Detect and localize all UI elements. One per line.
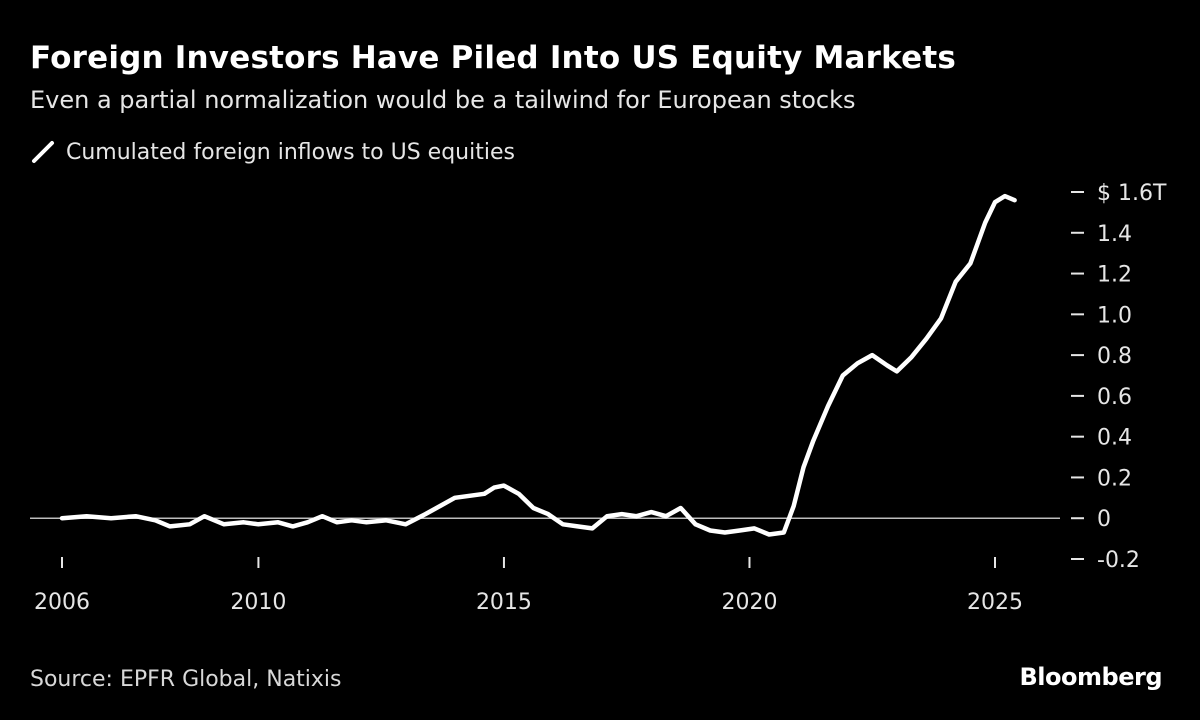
y-tick-label: 0.8 [1097,344,1132,369]
chart-title: Foreign Investors Have Piled Into US Equ… [30,40,957,76]
x-tick-label: 2025 [967,590,1023,615]
x-tick-label: 2015 [476,590,532,615]
y-tick-label: 0.6 [1097,385,1132,410]
chart-subtitle: Even a partial normalization would be a … [30,86,856,114]
x-tick-label: 2010 [230,590,286,615]
y-tick-label: -0.2 [1097,548,1140,573]
legend-label: Cumulated foreign inflows to US equities [66,139,515,165]
x-tick-label: 2006 [34,590,90,615]
y-tick-label: 1.0 [1097,303,1132,328]
bloomberg-logo: Bloomberg [1019,663,1163,691]
legend-line-icon [32,141,54,163]
y-tick-label: 1.4 [1097,222,1132,247]
series-line-0 [59,193,1017,537]
y-tick-label: $ 1.6T [1097,181,1167,206]
y-tick-label: 0.4 [1097,426,1132,451]
source-note: Source: EPFR Global, Natixis [30,667,342,692]
legend: Cumulated foreign inflows to US equities [30,139,515,165]
y-tick-label: 0 [1097,507,1111,532]
y-tick-label: 1.2 [1097,263,1132,288]
x-tick-label: 2020 [721,590,777,615]
y-tick-label: 0.2 [1097,466,1132,491]
